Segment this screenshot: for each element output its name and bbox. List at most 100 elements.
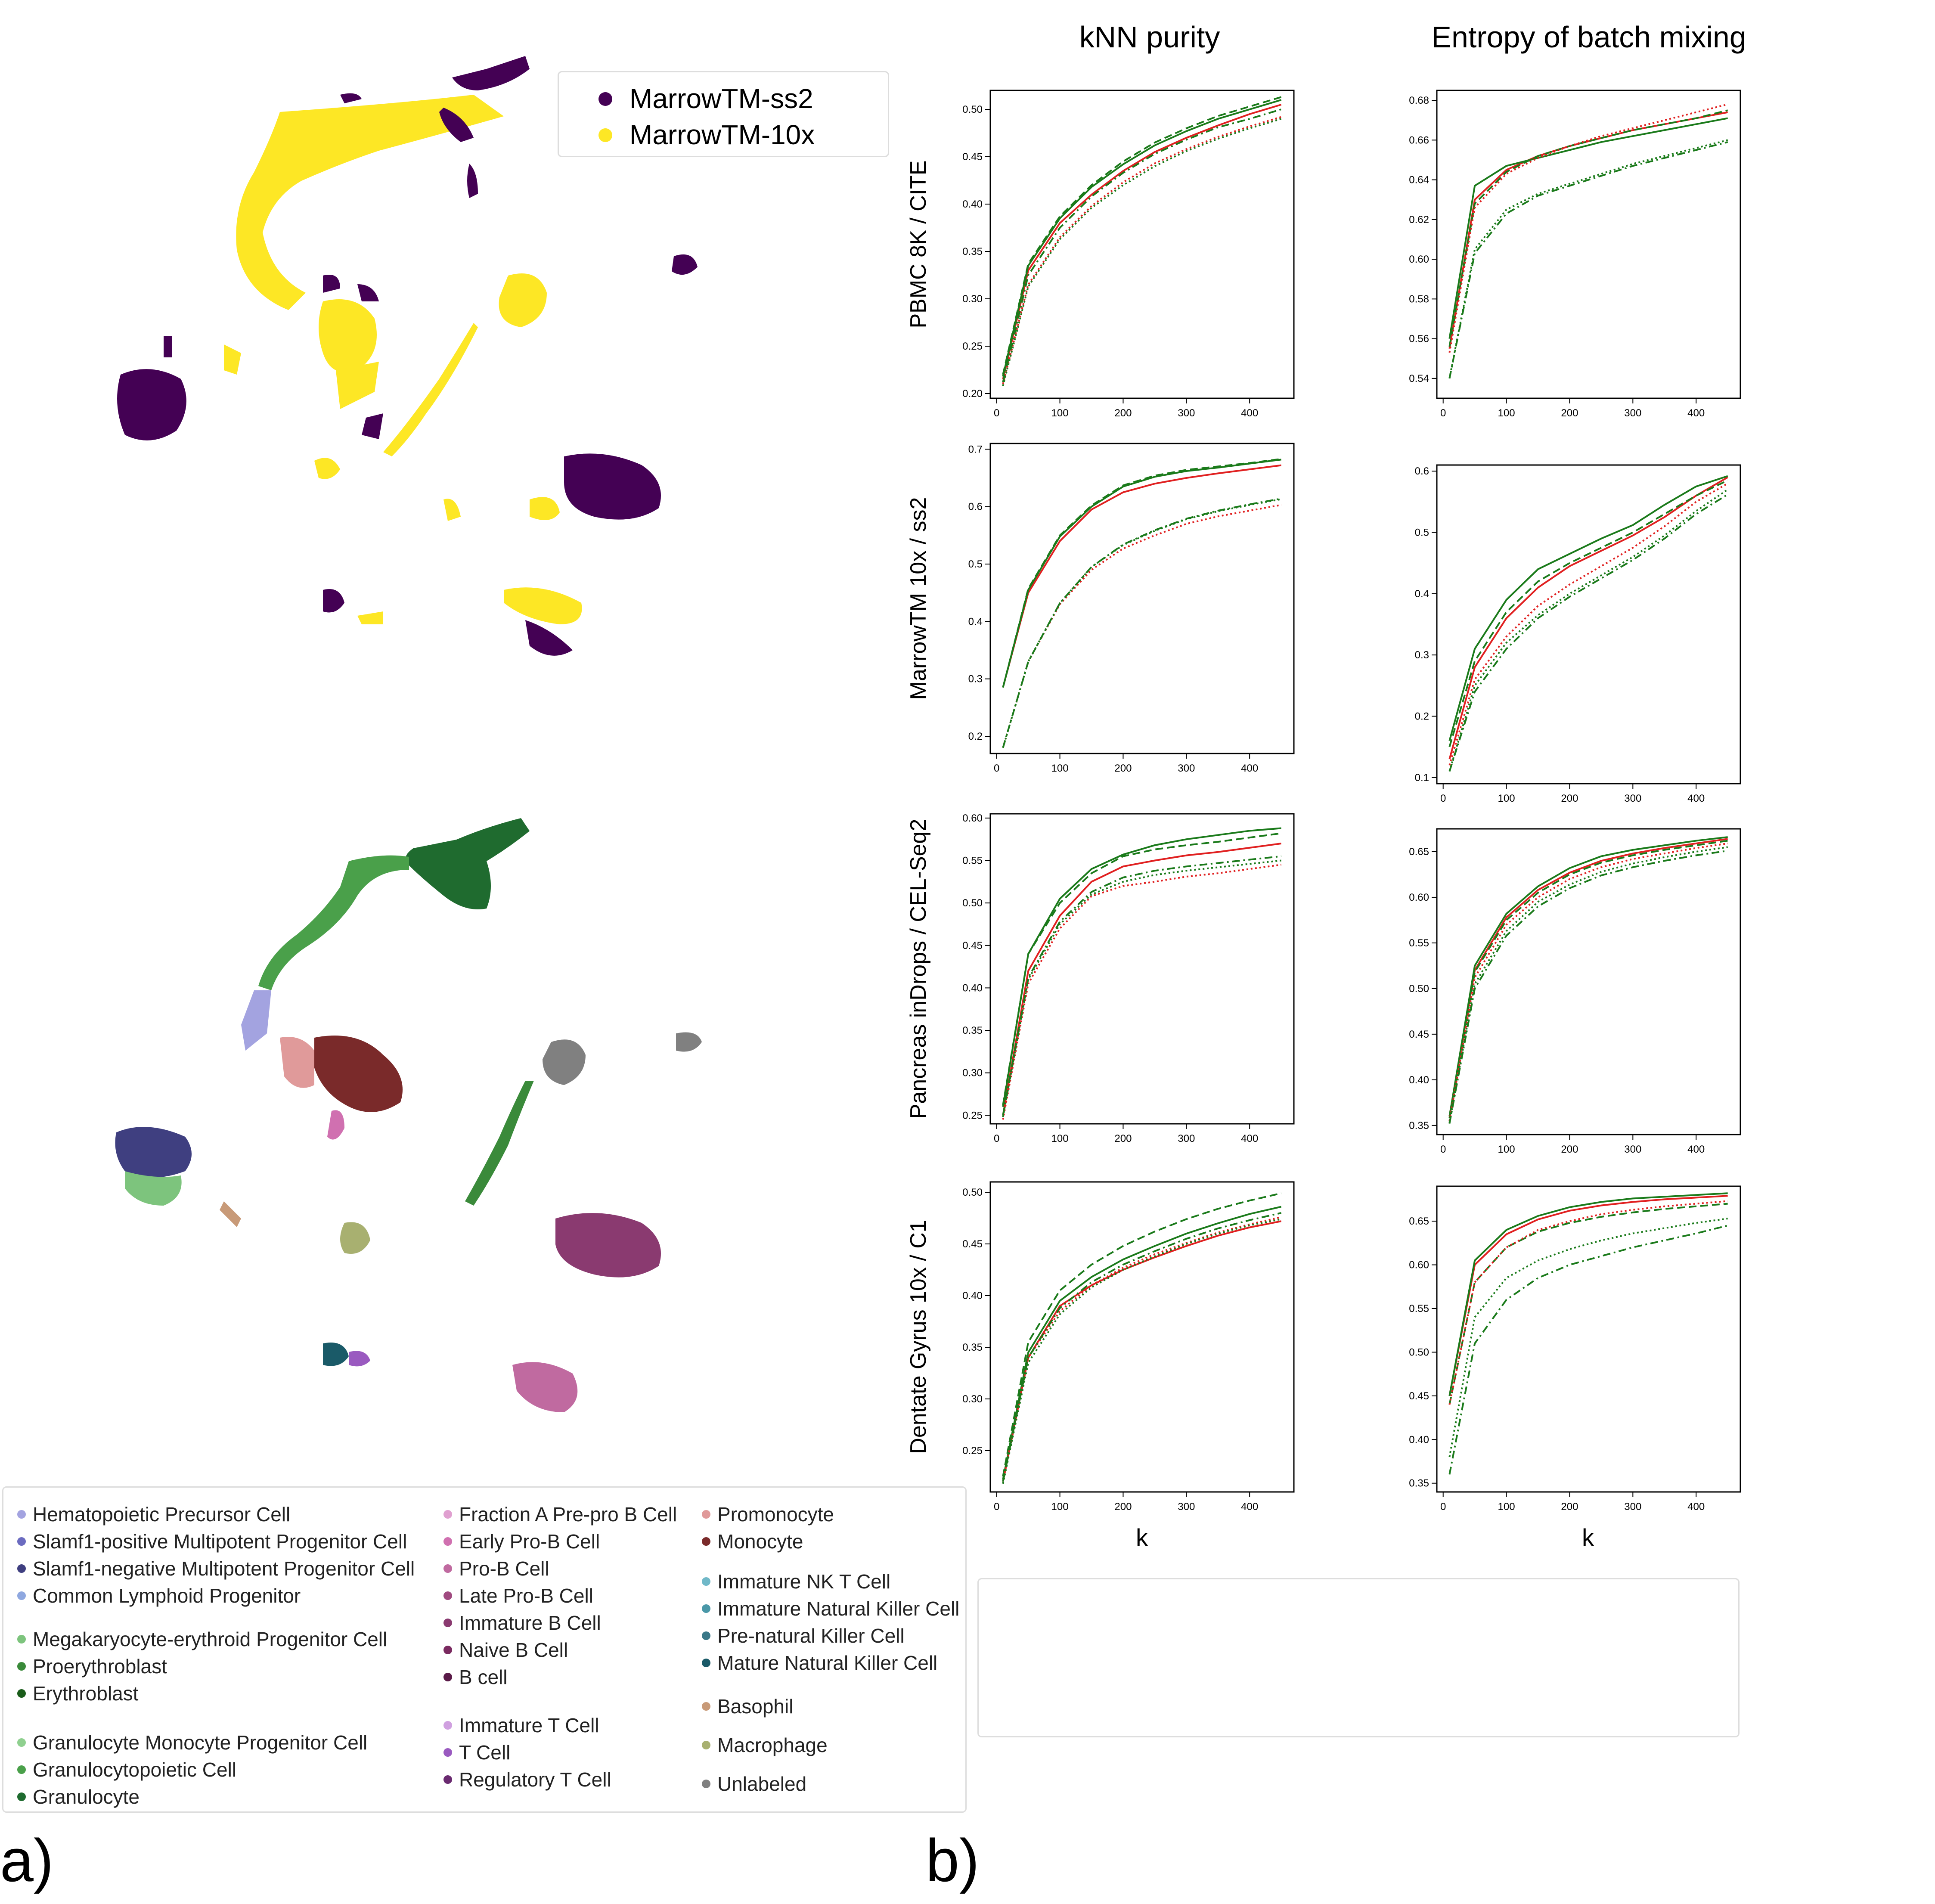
axes-frame bbox=[1436, 1185, 1741, 1493]
x-tick-label: 0 bbox=[994, 1501, 999, 1513]
legend-label: Fraction A Pre-pro B Cell bbox=[459, 1503, 677, 1526]
legend-label: Naive B Cell bbox=[459, 1639, 568, 1661]
series-line bbox=[1448, 842, 1728, 1121]
y-tick-label: 0.3 bbox=[968, 673, 983, 685]
batch-legend bbox=[558, 71, 889, 157]
batch-legend-item-1: MarrowTM-10x bbox=[598, 119, 815, 151]
series-line bbox=[1002, 1216, 1282, 1482]
legend-label: Pre-natural Killer Cell bbox=[717, 1625, 905, 1647]
x-tick-label: 100 bbox=[1051, 763, 1069, 774]
legend-label: Promonocyte bbox=[717, 1503, 834, 1526]
celltype-legend-item: Slamf1-positive Multipotent Progenitor C… bbox=[17, 1530, 407, 1553]
y-tick-label: 0.45 bbox=[1409, 1029, 1429, 1040]
series-line bbox=[1448, 1225, 1728, 1475]
celltype-legend-item: Fraction A Pre-pro B Cell bbox=[443, 1503, 677, 1526]
legend-marker bbox=[443, 1510, 452, 1519]
legend-marker bbox=[702, 1779, 710, 1788]
series-line bbox=[1448, 1218, 1728, 1457]
y-tick-label: 0.6 bbox=[1415, 465, 1429, 477]
legend-marker bbox=[443, 1591, 452, 1600]
legend-marker bbox=[702, 1510, 710, 1519]
y-tick-label: 0.40 bbox=[1409, 1074, 1429, 1086]
celltype-legend-item: Regulatory T Cell bbox=[443, 1768, 611, 1791]
x-tick-label: 200 bbox=[1114, 1133, 1132, 1144]
y-tick-label: 0.50 bbox=[1409, 1346, 1429, 1358]
series-line bbox=[1448, 117, 1728, 339]
x-tick-label: 200 bbox=[1114, 763, 1132, 774]
legend-label: Granulocyte Monocyte Progenitor Cell bbox=[33, 1731, 368, 1754]
legend-marker bbox=[702, 1604, 710, 1613]
series-line bbox=[1002, 109, 1282, 383]
y-tick-label: 0.60 bbox=[1409, 892, 1429, 903]
celltype-legend-item: Megakaryocyte-erythroid Progenitor Cell bbox=[17, 1628, 387, 1651]
cluster-proerythroblast bbox=[465, 1081, 534, 1206]
x-tick-label: 100 bbox=[1051, 407, 1069, 419]
celltype-legend-item: Immature B Cell bbox=[443, 1611, 601, 1634]
y-tick-label: 0.58 bbox=[1409, 293, 1429, 305]
legend-marker bbox=[17, 1738, 26, 1747]
y-tick-label: 0.35 bbox=[962, 1025, 983, 1036]
x-tick-label: 200 bbox=[1114, 407, 1132, 419]
series-line bbox=[1002, 1218, 1282, 1484]
x-tick-label: 300 bbox=[1624, 1144, 1641, 1155]
y-tick-label: 0.35 bbox=[1409, 1120, 1429, 1132]
y-tick-label: 0.35 bbox=[1409, 1478, 1429, 1489]
legend-label: Macrophage bbox=[717, 1734, 828, 1756]
cluster-granulocytopoietic bbox=[258, 855, 409, 990]
legend-marker bbox=[443, 1537, 452, 1546]
legend-marker bbox=[702, 1740, 710, 1749]
series-line bbox=[1448, 141, 1728, 379]
x-tick-label: 0 bbox=[1440, 793, 1446, 804]
cluster-unlabeled-2 bbox=[676, 1032, 702, 1052]
x-tick-label: 100 bbox=[1498, 407, 1515, 419]
legend-label: Slamf1-positive Multipotent Progenitor C… bbox=[33, 1530, 407, 1553]
series-line bbox=[1002, 504, 1281, 748]
column-title: Entropy of batch mixing bbox=[1431, 20, 1746, 54]
series-line bbox=[1448, 493, 1728, 772]
celltype-legend bbox=[2, 1486, 967, 1813]
y-tick-label: 0.55 bbox=[962, 855, 983, 866]
axes-frame bbox=[989, 90, 1295, 399]
legend-label: Regulatory T Cell bbox=[459, 1768, 611, 1791]
legend-marker bbox=[17, 1591, 26, 1600]
legend-label: Erythroblast bbox=[33, 1682, 139, 1705]
legend-marker bbox=[702, 1702, 710, 1711]
y-tick-label: 0.1 bbox=[1415, 772, 1429, 784]
legend-marker bbox=[17, 1634, 26, 1644]
legend-label: Pro-B Cell bbox=[459, 1557, 549, 1580]
legend-marker bbox=[598, 128, 612, 143]
x-tick-label: 300 bbox=[1178, 1133, 1195, 1144]
legend-marker bbox=[443, 1645, 452, 1654]
cluster-hpc bbox=[241, 990, 271, 1051]
legend-marker bbox=[443, 1564, 452, 1573]
legend-marker bbox=[443, 1748, 452, 1757]
x-tick-label: 200 bbox=[1561, 1144, 1578, 1155]
legend-label: Immature Natural Killer Cell bbox=[717, 1597, 960, 1620]
legend-label: Megakaryocyte-erythroid Progenitor Cell bbox=[33, 1628, 388, 1650]
y-tick-label: 0.68 bbox=[1409, 95, 1429, 106]
legend-label: Unlabeled bbox=[717, 1773, 807, 1795]
y-tick-label: 0.50 bbox=[1409, 983, 1429, 995]
celltype-legend-item: Unlabeled bbox=[702, 1772, 806, 1795]
legend-marker bbox=[443, 1618, 452, 1627]
x-axis-label: k bbox=[1582, 1524, 1594, 1551]
axes-frame bbox=[989, 1181, 1295, 1493]
x-tick-label: 0 bbox=[994, 763, 999, 774]
y-tick-label: 0.40 bbox=[962, 198, 983, 210]
y-tick-label: 0.30 bbox=[962, 1067, 983, 1079]
axes-frame bbox=[989, 443, 1295, 754]
x-tick-label: 100 bbox=[1498, 1144, 1515, 1155]
y-tick-label: 0.40 bbox=[962, 1290, 983, 1302]
y-tick-label: 0.3 bbox=[1415, 649, 1429, 661]
legend-label: Basophil bbox=[717, 1695, 794, 1718]
row-label: PBMC 8K / CITE bbox=[906, 160, 931, 328]
legend-marker bbox=[443, 1721, 452, 1730]
legend-marker bbox=[17, 1537, 26, 1546]
x-tick-label: 400 bbox=[1241, 407, 1258, 419]
legend-label: Hematopoietic Precursor Cell bbox=[33, 1503, 291, 1526]
y-tick-label: 0.2 bbox=[1415, 710, 1429, 722]
series-line bbox=[1448, 1195, 1728, 1396]
y-tick-label: 0.4 bbox=[1415, 588, 1429, 600]
series-line bbox=[1002, 464, 1281, 688]
series-line bbox=[1002, 458, 1281, 688]
